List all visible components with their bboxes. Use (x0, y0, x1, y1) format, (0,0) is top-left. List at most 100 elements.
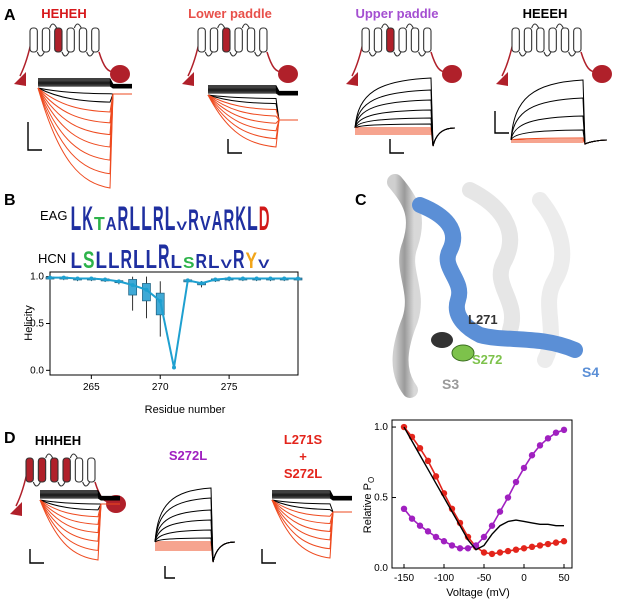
current-trace (208, 88, 298, 94)
logo-row-label-eag: EAG (40, 208, 67, 223)
current-trace (207, 94, 298, 121)
current-trace (154, 509, 236, 563)
helicity-xtick-label: 275 (221, 382, 238, 393)
helicity-xtick-label: 270 (152, 382, 169, 393)
current-trace (271, 499, 352, 559)
helicity-point (89, 276, 94, 281)
c-terminus-circle (442, 65, 462, 83)
structure-model (387, 174, 583, 398)
current-trace (39, 499, 120, 551)
logo-letter: K (235, 200, 246, 238)
logo-letter: V (176, 219, 187, 233)
segment-box (423, 27, 432, 53)
helicity-point (213, 277, 218, 282)
segment-box (209, 27, 219, 53)
segment-box (25, 457, 34, 483)
po-point (528, 543, 536, 551)
helicity-point (144, 287, 149, 292)
current-trace (40, 493, 120, 499)
helicity-point (48, 275, 52, 280)
segment-box (41, 27, 51, 53)
logo-letter: L (141, 200, 152, 238)
current-trace (271, 499, 352, 541)
scale-bar (164, 566, 175, 579)
current-trace (37, 87, 132, 148)
helicity-ytick-label: 0.5 (30, 319, 44, 330)
current-traces-d (29, 487, 352, 579)
helicity-point (103, 277, 108, 282)
logo-letter: T (94, 214, 105, 234)
po-point (432, 473, 440, 480)
segment-loop (36, 51, 45, 57)
current-trace (354, 127, 456, 147)
helicity-ylabel: Helicity (23, 305, 35, 341)
logo-letter: R (233, 244, 245, 274)
helicity-xlabel: Residue number (145, 404, 226, 416)
po-point (504, 547, 512, 555)
segment-loop (518, 51, 527, 57)
segment-loop (69, 453, 78, 459)
segment-loop (568, 51, 577, 57)
s4-helix (412, 197, 583, 358)
po-point (456, 545, 464, 552)
current-trace (271, 499, 352, 513)
construct-title-heheh: HEHEH (41, 6, 87, 21)
segment-box (62, 457, 71, 483)
current-trace (272, 493, 352, 499)
current-trace (354, 127, 456, 147)
current-trace (39, 499, 120, 542)
po-point (424, 528, 432, 535)
logo-letter: R (158, 238, 170, 276)
segment-loop (555, 23, 564, 29)
segment-box (410, 27, 420, 53)
construct-title-plus: + (299, 449, 307, 464)
current-trace (207, 94, 298, 124)
po-point (488, 522, 496, 529)
logo-letter: L (96, 247, 108, 274)
po-xtick-label: -100 (434, 573, 454, 584)
segment-box (523, 27, 533, 53)
helicity-point (61, 275, 66, 280)
po-xtick-label: 50 (558, 573, 570, 584)
po-plot-frame (391, 419, 573, 569)
current-trace (354, 99, 456, 147)
current-trace (208, 85, 298, 92)
logo-letter: L (133, 244, 145, 274)
current-trace (39, 499, 120, 511)
segment-loop (368, 51, 377, 57)
current-trace (154, 519, 236, 563)
po-xtick-label: -150 (394, 573, 414, 584)
segment-box (37, 457, 47, 483)
current-trace (38, 81, 132, 87)
current-trace (208, 92, 298, 96)
po-xtick-label: 0 (521, 573, 527, 584)
helicity-point (268, 276, 273, 281)
logo-letter: K (82, 200, 93, 238)
current-trace (208, 91, 298, 95)
current-trace (272, 490, 352, 497)
segment-box (361, 27, 370, 53)
po-point (464, 545, 472, 552)
po-point (552, 429, 560, 436)
logo-letter: L (247, 200, 258, 238)
po-point (520, 545, 528, 552)
helicity-point (75, 276, 80, 281)
current-trace (510, 79, 608, 145)
segment-box (197, 27, 206, 53)
logo-letter: V (221, 257, 233, 271)
po-series-line (403, 426, 564, 551)
s272-label: S272 (472, 352, 502, 367)
construct-title-s272l: S272L (169, 448, 207, 463)
scale-bar (261, 549, 276, 564)
current-trace (271, 499, 352, 513)
l271-residue (431, 332, 453, 348)
current-trace (510, 97, 608, 145)
helicity-ytick-label: 0.0 (30, 365, 44, 376)
c-terminus-circle (278, 65, 298, 83)
logo-letter: R (153, 200, 164, 238)
segment-loop (254, 51, 263, 57)
po-point (496, 508, 504, 515)
helicity-point (158, 299, 163, 304)
current-trace (39, 499, 120, 561)
